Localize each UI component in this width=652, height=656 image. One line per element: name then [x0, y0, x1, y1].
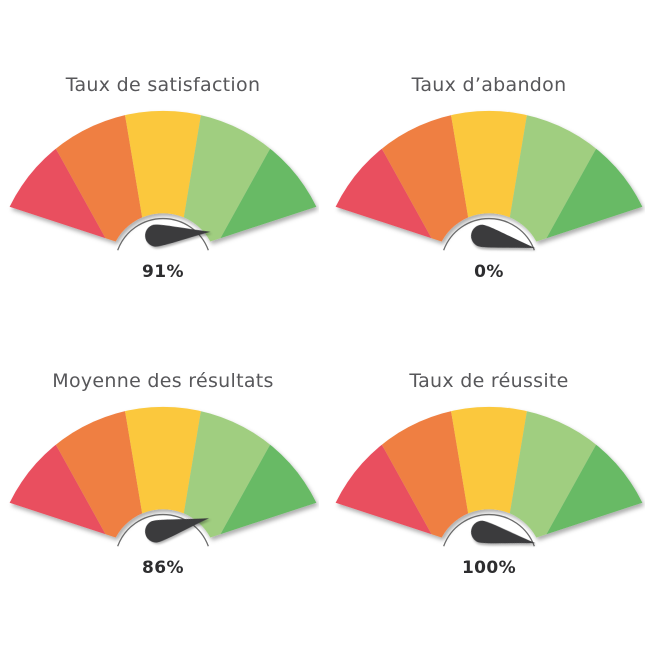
fan-segments [7, 104, 319, 262]
gauge-fan [7, 104, 319, 262]
hub-arc-line [443, 218, 535, 251]
fan-segment-1 [357, 400, 476, 558]
gauge-card-satisfaction: Taux de satisfaction 91% [0, 64, 326, 360]
needle [471, 224, 536, 249]
hub-arc-line [443, 514, 535, 547]
gauge-chart-reussite [333, 400, 645, 558]
fan-segment-1 [357, 104, 476, 262]
fan-segment-0 [7, 400, 119, 558]
fan-segment-0 [333, 104, 445, 262]
needle [145, 224, 211, 247]
fan-segment-4 [533, 400, 645, 558]
gauge-value: 0% [474, 262, 504, 282]
gauge-card-reussite: Taux de réussite 100% [326, 360, 652, 656]
gauge-chart-moyenne [7, 400, 319, 558]
fan-segment-1 [31, 104, 150, 262]
fan-segment-3 [502, 104, 621, 262]
fan-segment-4 [207, 104, 319, 262]
fan-segment-4 [207, 400, 319, 558]
hub-arc-line [117, 218, 209, 251]
gauge-title: Moyenne des résultats [52, 370, 274, 392]
gauge-title: Taux d’abandon [411, 74, 567, 96]
needle [471, 520, 536, 544]
gauge-title: Taux de satisfaction [65, 74, 261, 96]
fan-segment-0 [7, 104, 119, 262]
gauge-value: 86% [142, 558, 184, 578]
fan-segment-0 [333, 400, 445, 558]
gauge-value: 91% [142, 262, 184, 282]
gauge-chart-satisfaction [7, 104, 319, 262]
gauge-value: 100% [461, 558, 517, 578]
fan-segment-3 [502, 400, 621, 558]
needle-shape [145, 224, 211, 247]
gauge-card-moyenne: Moyenne des résultats 86% [0, 360, 326, 656]
gauge-card-abandon: Taux d’abandon 0% [326, 64, 652, 360]
hub-arc-line [117, 514, 209, 547]
gauge-title: Taux de réussite [409, 370, 569, 392]
fan-segment-4 [533, 104, 645, 262]
needle-shape [471, 520, 536, 544]
gauge-chart-abandon [333, 104, 645, 262]
needle [145, 518, 210, 543]
fan-segment-1 [31, 400, 150, 558]
needle-shape [145, 518, 210, 543]
needle-shape [471, 224, 536, 249]
fan-segment-3 [176, 104, 295, 262]
